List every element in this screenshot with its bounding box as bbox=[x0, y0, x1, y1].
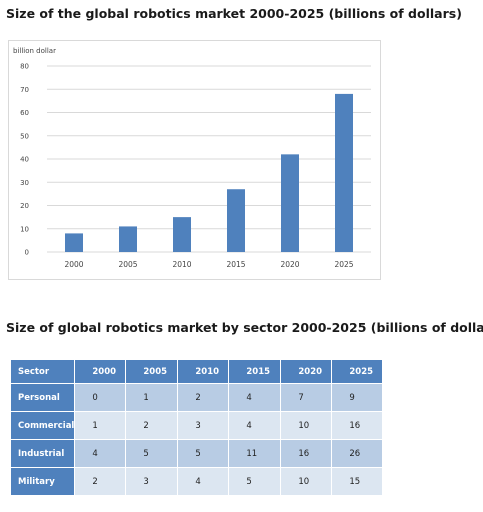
bar bbox=[281, 154, 299, 252]
bar-chart-svg: billion dollar 0 10 20 30 40 50 60 70 80 2000 2005 2… bbox=[13, 47, 371, 269]
y-tick-label: 70 bbox=[20, 86, 29, 94]
y-tick-label: 20 bbox=[20, 202, 29, 210]
sector-label: Commercial bbox=[9, 411, 76, 440]
table-header-cell: 2005 bbox=[125, 359, 179, 384]
table-cell: 10 bbox=[280, 467, 333, 496]
table-row: Personal 0 1 2 4 7 9 bbox=[9, 383, 384, 412]
table-cell: 3 bbox=[177, 411, 230, 440]
table-cell: 2 bbox=[74, 467, 127, 496]
table-row: Commercial 1 2 3 4 10 16 bbox=[9, 411, 384, 440]
table-row: Industrial 4 5 5 11 16 26 bbox=[9, 439, 384, 468]
table-cell: 15 bbox=[331, 467, 384, 496]
bar bbox=[65, 233, 83, 252]
sector-label: Industrial bbox=[9, 439, 76, 468]
table-cell: 2 bbox=[177, 383, 230, 412]
table-cell: 1 bbox=[74, 411, 127, 440]
sector-label: Personal bbox=[9, 383, 76, 412]
table-cell: 1 bbox=[125, 383, 179, 412]
table-cell: 4 bbox=[228, 383, 282, 412]
table-cell: 9 bbox=[331, 383, 384, 412]
x-tick-label: 2005 bbox=[118, 260, 137, 269]
table-cell: 16 bbox=[331, 411, 384, 440]
table-row: Military 2 3 4 5 10 15 bbox=[9, 467, 384, 496]
table-header-cell: 2015 bbox=[228, 359, 282, 384]
x-tick-label: 2025 bbox=[334, 260, 353, 269]
y-tick-label: 80 bbox=[20, 63, 29, 71]
table-cell: 4 bbox=[74, 439, 127, 468]
table-header-cell: Sector bbox=[9, 359, 76, 384]
y-tick-label: 10 bbox=[20, 225, 29, 233]
x-tick-label: 2020 bbox=[280, 260, 299, 269]
table-cell: 16 bbox=[280, 439, 333, 468]
table-cell: 5 bbox=[177, 439, 230, 468]
table-cell: 2 bbox=[125, 411, 179, 440]
y-tick-label: 30 bbox=[20, 179, 29, 187]
table-cell: 7 bbox=[280, 383, 333, 412]
table-header-cell: 2000 bbox=[74, 359, 127, 384]
sector-label: Military bbox=[9, 467, 76, 496]
table-title: Size of global robotics market by sector… bbox=[6, 320, 483, 335]
table-cell: 10 bbox=[280, 411, 333, 440]
y-axis-label: billion dollar bbox=[13, 47, 56, 55]
table-cell: 5 bbox=[228, 467, 282, 496]
sector-table-wrap: Sector 2000 2005 2010 2015 2020 2025 Personal 0… bbox=[9, 359, 384, 496]
x-tick-label: 2015 bbox=[226, 260, 245, 269]
bar bbox=[227, 189, 245, 252]
y-tick-label: 0 bbox=[25, 249, 29, 257]
bar-chart: billion dollar 0 10 20 30 40 50 60 70 80 2000 2005 2… bbox=[8, 40, 381, 280]
y-tick-label: 50 bbox=[20, 132, 29, 140]
chart-title: Size of the global robotics market 2000-… bbox=[6, 6, 462, 21]
bar bbox=[335, 93, 353, 253]
x-tick-label: 2010 bbox=[172, 260, 191, 269]
table-header-cell: 2020 bbox=[280, 359, 333, 384]
sector-table: Sector 2000 2005 2010 2015 2020 2025 Personal 0… bbox=[9, 359, 384, 496]
table-cell: 4 bbox=[228, 411, 282, 440]
table-header-row: Sector 2000 2005 2010 2015 2020 2025 bbox=[9, 359, 384, 384]
bar bbox=[173, 217, 191, 252]
table-header-cell: 2025 bbox=[331, 359, 384, 384]
bar bbox=[119, 226, 137, 252]
table-cell: 26 bbox=[331, 439, 384, 468]
y-tick-label: 60 bbox=[20, 109, 29, 117]
table-cell: 5 bbox=[125, 439, 179, 468]
table-header-cell: 2010 bbox=[177, 359, 230, 384]
table-cell: 11 bbox=[228, 439, 282, 468]
table-cell: 3 bbox=[125, 467, 179, 496]
table-cell: 0 bbox=[74, 383, 127, 412]
y-tick-label: 40 bbox=[20, 156, 29, 164]
table-cell: 4 bbox=[177, 467, 230, 496]
x-tick-label: 2000 bbox=[64, 260, 83, 269]
